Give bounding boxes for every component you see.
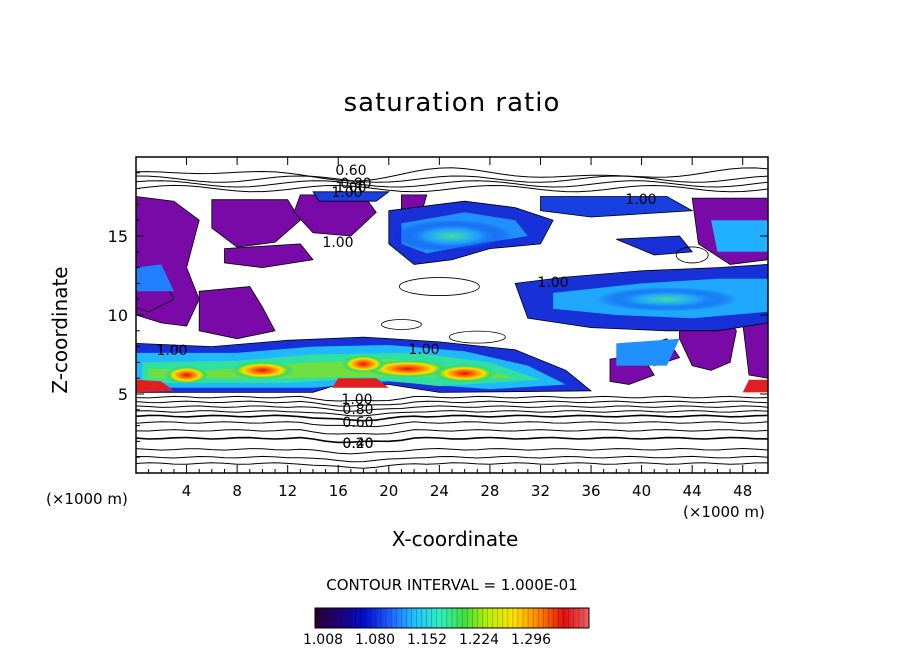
- colorbar-tick-label: 1.152: [406, 632, 448, 648]
- x-tick-label: 32: [531, 482, 550, 500]
- contour-label: 0.80: [342, 402, 373, 418]
- x-axis-label: X-coordinate: [391, 527, 519, 551]
- contour-label: 1.00: [331, 185, 362, 201]
- supersaturated-core: [331, 378, 389, 388]
- supersaturated-core: [230, 361, 295, 380]
- supersaturated-region: [616, 338, 680, 366]
- contour-label: 1.00: [156, 343, 187, 359]
- contour-line: [136, 436, 768, 444]
- supersaturated-region: [136, 264, 174, 292]
- contour-line: [398, 277, 480, 296]
- contour-interval-label: CONTOUR INTERVAL = 1.000E-01: [326, 576, 578, 594]
- contour-label: 1.00: [341, 392, 372, 408]
- contour-line: [136, 462, 768, 469]
- colorbar-stripes: [319, 608, 585, 628]
- y-axis-ticks: 5 10 15: [108, 172, 768, 458]
- supersaturated-core: [365, 359, 450, 378]
- near-saturation-region: [198, 286, 276, 340]
- x-tick-label: 36: [581, 482, 600, 500]
- x-unit-left: (×1000 m): [46, 490, 128, 508]
- x-axis-ticks: 4 8 12 16 20 24 28 32 36 40 44 48: [148, 157, 756, 500]
- x-tick-label: 20: [379, 482, 398, 500]
- contour-labels: 0.601.000.801.00 1.001.001.001.00 1.001.00…: [156, 163, 656, 452]
- contour-label: 0.80: [340, 176, 371, 192]
- supersaturated-core: [164, 366, 209, 385]
- contour-line: [675, 246, 709, 264]
- x-tick-label: 28: [480, 482, 499, 500]
- contour-line: [136, 405, 768, 412]
- colorbar-tick-label: 1.224: [458, 632, 500, 648]
- colorbar: [314, 607, 590, 629]
- contour-label: 0.60: [335, 163, 366, 179]
- supersaturated-region: [540, 196, 694, 218]
- x-unit-right: (×1000 m): [683, 503, 765, 521]
- supersaturated-region: [711, 220, 768, 252]
- contour-line: [136, 455, 768, 463]
- contour-line: [136, 184, 768, 193]
- near-saturation-region: [211, 199, 301, 248]
- contour-label: 1.00: [322, 235, 353, 251]
- contour-line: [136, 175, 768, 183]
- x-tick-label: 8: [232, 482, 242, 500]
- supersaturated-core: [742, 379, 768, 393]
- contour-line: [136, 414, 768, 422]
- heatmap-field: [136, 167, 768, 469]
- contour-line: [136, 167, 768, 182]
- chart-title: saturation ratio: [343, 88, 561, 118]
- y-tick-label: 15: [108, 227, 128, 246]
- contour-label: 0.40: [342, 436, 373, 452]
- colorbar-tick-label: 1.080: [354, 632, 396, 648]
- contour-line: [136, 447, 768, 455]
- x-tick-label: 40: [632, 482, 651, 500]
- supersaturated-core: [341, 354, 386, 373]
- near-saturation-region: [742, 322, 768, 379]
- contour-line: [136, 400, 768, 407]
- contour-line: [136, 180, 768, 188]
- contour-label: 1.00: [625, 192, 656, 208]
- colorbar-tick-label: 1.008: [302, 632, 344, 648]
- supersaturated-core: [432, 364, 497, 383]
- contour-line: [136, 395, 768, 402]
- x-tick-label: 4: [182, 482, 192, 500]
- contour-line: [136, 421, 768, 428]
- y-tick-label: 10: [108, 306, 128, 325]
- near-saturation-region: [224, 243, 314, 269]
- contour-line: [381, 319, 422, 330]
- y-tick-label: 5: [118, 385, 128, 404]
- supersaturated-core: [596, 287, 737, 312]
- contour-line: [136, 429, 768, 435]
- contour-label: 1.00: [537, 275, 568, 291]
- supersaturated-region: [312, 191, 391, 202]
- contour-label: 0.20: [342, 436, 373, 452]
- contour-label: 1.00: [335, 180, 366, 196]
- supersaturated-core: [392, 220, 512, 252]
- x-tick-label: 44: [683, 482, 702, 500]
- x-tick-label: 48: [733, 482, 752, 500]
- x-tick-label: 24: [430, 482, 449, 500]
- colorbar-tick-label: 1.296: [510, 632, 552, 648]
- x-tick-label: 12: [278, 482, 297, 500]
- x-tick-label: 16: [329, 482, 348, 500]
- contour-label: 0.60: [342, 415, 373, 431]
- contour-line: [136, 410, 768, 417]
- supersaturated-region: [616, 235, 693, 256]
- supersaturated-core: [136, 379, 174, 393]
- contour-label: 1.00: [408, 342, 439, 358]
- contour-line: [448, 330, 506, 344]
